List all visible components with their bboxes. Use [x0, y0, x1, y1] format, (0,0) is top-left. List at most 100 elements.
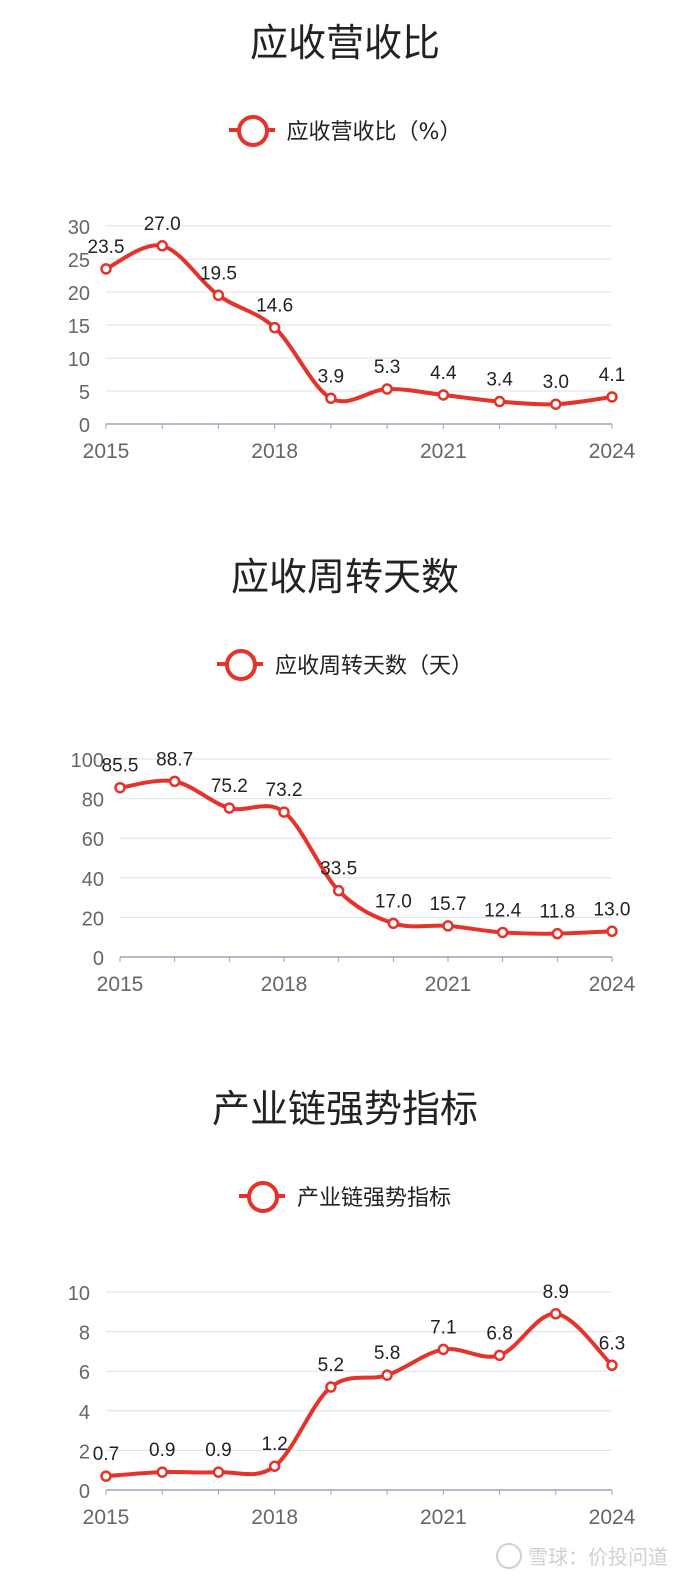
x-tick-label: 2024 — [589, 1506, 636, 1529]
data-label: 11.8 — [540, 902, 576, 923]
legend-line-marker-icon — [216, 646, 263, 682]
data-label: 88.7 — [156, 749, 193, 770]
data-point — [268, 321, 281, 334]
data-label: 14.6 — [256, 296, 293, 317]
data-label: 75.2 — [211, 776, 248, 797]
line-plot: 0 5 10 15 20 25 30 2015 2018 2021 2024 23.5 27.0 19.5… — [68, 214, 636, 463]
data-label: 3.9 — [318, 366, 344, 387]
data-point — [493, 395, 506, 408]
y-tick-label: 2 — [79, 1441, 90, 1463]
data-point — [606, 925, 618, 938]
data-label: 3.0 — [543, 372, 569, 393]
y-tick-label: 100 — [71, 750, 104, 772]
legend-line-marker-icon — [238, 1178, 285, 1214]
data-point — [268, 1460, 281, 1472]
legend-line-marker-icon — [228, 112, 275, 148]
y-tick-label: 60 — [82, 829, 104, 851]
data-label: 6.3 — [599, 1333, 625, 1354]
chart-title: 产业链强势指标 — [211, 1087, 478, 1131]
line-plot: 0 2 4 6 8 10 2015 2018 2021 2024 0.7 0.9 0.9 1.2 5.2 5.… — [68, 1282, 636, 1529]
x-tick-label: 2024 — [589, 973, 636, 996]
x-tick-label: 2021 — [425, 973, 472, 996]
data-label: 8.9 — [543, 1282, 569, 1303]
snowball-logo-icon — [496, 1542, 522, 1569]
y-tick-label: 4 — [79, 1402, 90, 1424]
data-point — [332, 884, 345, 897]
data-label: 85.5 — [102, 756, 139, 777]
y-tick-label: 0 — [93, 948, 104, 970]
x-tick-label: 2018 — [261, 973, 308, 996]
y-tick-label: 80 — [82, 790, 104, 812]
x-tick-label: 2015 — [97, 973, 144, 996]
data-label: 19.5 — [200, 263, 237, 284]
data-point — [550, 1308, 562, 1320]
chart-legend[interactable]: 产业链强势指标 — [0, 1176, 690, 1216]
data-label: 15.7 — [430, 894, 467, 915]
data-point — [442, 920, 454, 932]
data-label: 0.9 — [149, 1440, 175, 1461]
data-point — [100, 1470, 112, 1482]
y-tick-label: 15 — [68, 316, 90, 338]
y-tick-label: 10 — [68, 1283, 90, 1305]
data-label: 0.9 — [205, 1440, 231, 1461]
data-label: 5.3 — [374, 357, 400, 378]
data-point — [387, 917, 400, 930]
line-plot: 0 20 40 60 80 100 2015 2018 2021 2024 85.5 88.7 75.2… — [71, 749, 636, 996]
data-label: 5.2 — [318, 1355, 344, 1376]
watermark-text: 雪球：价投问道 — [528, 1545, 668, 1569]
x-tick-label: 2018 — [251, 1506, 298, 1529]
data-point — [551, 927, 564, 940]
y-tick-label: 8 — [79, 1323, 90, 1345]
y-tick-label: 5 — [79, 382, 90, 404]
chart-legend[interactable]: 应收周转天数（天） — [0, 644, 690, 684]
data-point — [381, 1369, 393, 1381]
data-label: 17.0 — [375, 891, 412, 912]
data-label: 27.0 — [144, 214, 181, 235]
data-label: 23.5 — [88, 237, 125, 258]
data-label: 4.4 — [430, 363, 457, 384]
data-point — [212, 1466, 225, 1478]
data-point — [156, 240, 168, 252]
chart-title: 应收周转天数 — [230, 555, 459, 599]
data-point — [156, 1466, 168, 1478]
data-label: 5.8 — [374, 1343, 400, 1364]
data-label: 12.4 — [484, 900, 521, 921]
data-label: 3.4 — [486, 370, 513, 391]
data-point — [437, 389, 450, 401]
data-point — [496, 926, 509, 939]
series-line — [105, 1311, 614, 1479]
data-point — [493, 1349, 506, 1362]
series-line — [119, 778, 613, 936]
chart-2: 应收周转天数 应收周转天数（天） 0 20 40 60 80 100 2015 2018 202… — [0, 552, 690, 1022]
y-tick-label: 30 — [68, 217, 90, 239]
data-point — [325, 392, 337, 405]
data-point — [606, 1359, 618, 1372]
legend-label: 应收营收比（%） — [286, 120, 462, 145]
data-point — [437, 1343, 450, 1356]
data-point — [114, 781, 126, 794]
x-tick-label: 2015 — [83, 440, 130, 463]
watermark: 雪球：价投问道 — [496, 1541, 668, 1570]
data-point — [212, 289, 225, 302]
y-tick-label: 0 — [79, 415, 90, 437]
y-tick-label: 20 — [68, 283, 90, 305]
data-label: 13.0 — [594, 899, 631, 920]
x-tick-label: 2015 — [83, 1506, 130, 1529]
legend-label: 应收周转天数（天） — [274, 654, 473, 679]
legend-label: 产业链强势指标 — [296, 1186, 451, 1211]
x-tick-label: 2018 — [251, 440, 298, 463]
chart-legend[interactable]: 应收营收比（%） — [0, 110, 690, 150]
y-tick-label: 25 — [68, 250, 90, 272]
y-tick-label: 40 — [82, 869, 104, 891]
x-tick-label: 2024 — [589, 440, 636, 463]
data-point — [606, 391, 618, 403]
x-tick-label: 2021 — [420, 1506, 467, 1529]
data-label: 33.5 — [320, 859, 357, 880]
data-label: 1.2 — [261, 1434, 287, 1455]
y-tick-label: 10 — [68, 349, 90, 371]
data-label: 6.8 — [486, 1323, 512, 1344]
data-point — [550, 398, 562, 410]
data-label: 73.2 — [266, 780, 303, 801]
data-point — [381, 383, 393, 395]
y-tick-label: 20 — [82, 908, 104, 930]
